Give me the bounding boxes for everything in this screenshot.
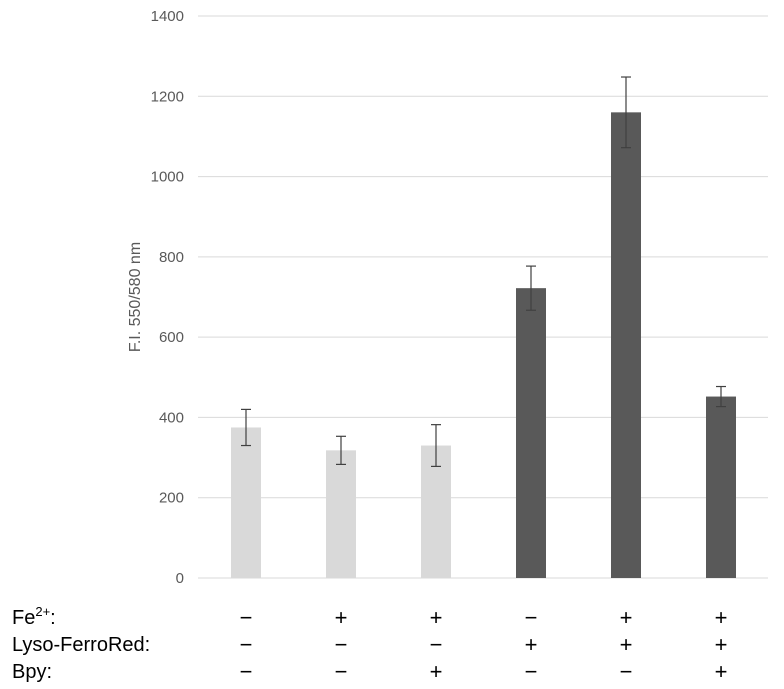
condition-label: Bpy: bbox=[12, 661, 52, 683]
y-tick-label: 1000 bbox=[151, 169, 184, 186]
condition-sign: + bbox=[715, 659, 728, 684]
condition-sign: + bbox=[430, 605, 443, 630]
error-bar bbox=[336, 435, 346, 465]
condition-sign: − bbox=[240, 659, 253, 684]
error-bar bbox=[526, 265, 536, 311]
condition-sign: + bbox=[620, 605, 633, 630]
condition-table: Fe2+: − + + − + +Lyso-FerroRed: − − − + + +Bpy: − − + − −… bbox=[12, 604, 727, 684]
condition-sign: − bbox=[525, 659, 538, 684]
error-bar bbox=[431, 424, 441, 468]
condition-label: Fe2+: bbox=[12, 604, 56, 629]
y-tick-label: 200 bbox=[159, 490, 184, 507]
y-axis-label: F.I. 550/580 nm bbox=[127, 242, 144, 352]
condition-sign: + bbox=[525, 632, 538, 657]
condition-sign: + bbox=[620, 632, 633, 657]
condition-sign: + bbox=[335, 605, 348, 630]
y-tick-label: 400 bbox=[159, 409, 184, 426]
condition-sign: − bbox=[430, 632, 443, 657]
condition-sign: − bbox=[335, 632, 348, 657]
gridlines bbox=[198, 15, 768, 579]
condition-label: Lyso-FerroRed: bbox=[12, 634, 150, 656]
bar bbox=[611, 112, 641, 578]
error-bars bbox=[241, 76, 726, 468]
condition-sign: + bbox=[715, 632, 728, 657]
y-tick-label: 600 bbox=[159, 329, 184, 346]
error-bar bbox=[716, 385, 726, 408]
condition-sign: − bbox=[240, 605, 253, 630]
error-bar bbox=[621, 76, 631, 149]
condition-sign: + bbox=[715, 605, 728, 630]
error-bar bbox=[241, 408, 251, 447]
bar bbox=[706, 396, 736, 578]
condition-sign: − bbox=[335, 659, 348, 684]
y-tick-label: 800 bbox=[159, 249, 184, 266]
bar bbox=[516, 288, 546, 578]
condition-sign: − bbox=[620, 659, 633, 684]
y-axis-tick-labels: 0 200 400 600 800 1000 1200 1400 bbox=[151, 8, 184, 587]
condition-sign: − bbox=[525, 605, 538, 630]
bar bbox=[326, 450, 356, 578]
bars bbox=[231, 112, 736, 578]
y-tick-label: 1400 bbox=[151, 8, 184, 25]
bar bbox=[231, 427, 261, 578]
y-tick-label: 0 bbox=[176, 570, 184, 587]
condition-sign: − bbox=[240, 632, 253, 657]
y-tick-label: 1200 bbox=[151, 88, 184, 105]
condition-sign: + bbox=[430, 659, 443, 684]
bar bbox=[421, 445, 451, 578]
